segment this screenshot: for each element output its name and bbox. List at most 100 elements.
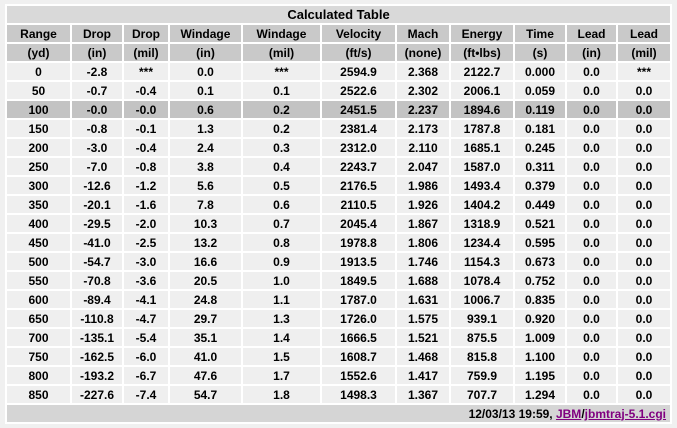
- table-cell: 5.6: [170, 177, 241, 194]
- table-cell: 0.0: [567, 139, 616, 156]
- table-cell: -29.5: [72, 215, 122, 232]
- script-link[interactable]: jbmtraj-5.1.cgi: [584, 406, 667, 421]
- table-cell: 3.8: [170, 158, 241, 175]
- column-header: Lead: [567, 25, 616, 42]
- table-cell: 800: [7, 367, 70, 384]
- table-cell: 0.0: [618, 120, 671, 137]
- column-unit: (ft/s): [322, 44, 395, 61]
- table-cell: 0.0: [567, 82, 616, 99]
- table-cell: 1.4: [243, 329, 320, 346]
- table-cell: 2122.7: [451, 63, 513, 80]
- table-cell: 600: [7, 291, 70, 308]
- table-cell: 1078.4: [451, 272, 513, 289]
- table-row: 350 -20.1 -1.6 7.8 0.6 2110.5 1.926 1404.2 0.449…: [7, 196, 671, 213]
- table-cell: 0.0: [567, 310, 616, 327]
- table-cell: 1.1: [243, 291, 320, 308]
- table-cell: 0: [7, 63, 70, 80]
- column-header: Windage: [243, 25, 320, 42]
- table-cell: -110.8: [72, 310, 122, 327]
- table-cell: 1154.3: [451, 253, 513, 270]
- table-cell: 41.0: [170, 348, 241, 365]
- table-cell: -5.4: [124, 329, 168, 346]
- table-cell: 0.0: [170, 63, 241, 80]
- table-cell: 2110.5: [322, 196, 395, 213]
- table-row: 650 -110.8 -4.7 29.7 1.3 1726.0 1.575 939.1 0.92…: [7, 310, 671, 327]
- table-cell: 1666.5: [322, 329, 395, 346]
- table-cell: -2.0: [124, 215, 168, 232]
- table-cell: 2.4: [170, 139, 241, 156]
- table-cell: -6.0: [124, 348, 168, 365]
- table-cell: 1552.6: [322, 367, 395, 384]
- table-cell: 150: [7, 120, 70, 137]
- table-cell: 939.1: [451, 310, 513, 327]
- table-cell: 0.2: [243, 101, 320, 118]
- table-cell: 1.100: [515, 348, 565, 365]
- table-cell: 0.0: [567, 101, 616, 118]
- table-cell: 0.8: [243, 234, 320, 251]
- table-cell: 16.6: [170, 253, 241, 270]
- column-unit: (mil): [243, 44, 320, 61]
- table-cell: 707.7: [451, 386, 513, 403]
- column-header: Mach: [397, 25, 449, 42]
- table-row: 850 -227.6 -7.4 54.7 1.8 1498.3 1.367 707.7 1.29…: [7, 386, 671, 403]
- table-cell: -2.5: [124, 234, 168, 251]
- table-cell: 1587.0: [451, 158, 513, 175]
- table-cell: 1.7: [243, 367, 320, 384]
- table-cell: 200: [7, 139, 70, 156]
- table-row: 100 -0.0 -0.0 0.6 0.2 2451.5 2.237 1894.6 0.119 0…: [7, 101, 671, 118]
- table-cell: 0.0: [618, 196, 671, 213]
- table-cell: 13.2: [170, 234, 241, 251]
- table-row: 150 -0.8 -0.1 1.3 0.2 2381.4 2.173 1787.8 0.181 0…: [7, 120, 671, 137]
- table-cell: 0.752: [515, 272, 565, 289]
- table-cell: 0.379: [515, 177, 565, 194]
- table-cell: 1685.1: [451, 139, 513, 156]
- column-unit: (in): [567, 44, 616, 61]
- table-cell: -6.7: [124, 367, 168, 384]
- jbm-link[interactable]: JBM: [555, 406, 582, 421]
- table-cell: 0.1: [243, 82, 320, 99]
- table-cell: 0.0: [567, 348, 616, 365]
- table-cell: 0.0: [618, 348, 671, 365]
- column-header: Velocity: [322, 25, 395, 42]
- table-cell: -135.1: [72, 329, 122, 346]
- column-header: Windage: [170, 25, 241, 42]
- table-cell: -227.6: [72, 386, 122, 403]
- table-cell: 2006.1: [451, 82, 513, 99]
- table-cell: 0.0: [567, 367, 616, 384]
- table-row: 200 -3.0 -0.4 2.4 0.3 2312.0 2.110 1685.1 0.245 0…: [7, 139, 671, 156]
- column-header: Lead: [618, 25, 671, 42]
- table-cell: 0.6: [243, 196, 320, 213]
- table-cell: 0.0: [567, 329, 616, 346]
- table-cell: 0.0: [567, 63, 616, 80]
- table-cell: -4.1: [124, 291, 168, 308]
- table-cell: 1608.7: [322, 348, 395, 365]
- table-cell: 0.0: [618, 139, 671, 156]
- table-row: 250 -7.0 -0.8 3.8 0.4 2243.7 2.047 1587.0 0.311 0…: [7, 158, 671, 175]
- table-cell: 0.0: [567, 120, 616, 137]
- table-cell: 1.926: [397, 196, 449, 213]
- table-cell: -7.4: [124, 386, 168, 403]
- table-cell: -0.0: [124, 101, 168, 118]
- table-row: 400 -29.5 -2.0 10.3 0.7 2045.4 1.867 1318.9 0.52…: [7, 215, 671, 232]
- table-cell: -0.1: [124, 120, 168, 137]
- column-unit: (in): [72, 44, 122, 61]
- timestamp: 12/03/13 19:59,: [468, 406, 556, 421]
- table-cell: 1.806: [397, 234, 449, 251]
- table-row: 50 -0.7 -0.4 0.1 0.1 2522.6 2.302 2006.1 0.059 0.…: [7, 82, 671, 99]
- table-cell: 2045.4: [322, 215, 395, 232]
- table-cell: 2.173: [397, 120, 449, 137]
- table-cell: 0.673: [515, 253, 565, 270]
- table-cell: 0.0: [618, 158, 671, 175]
- column-header: Energy: [451, 25, 513, 42]
- table-cell: 400: [7, 215, 70, 232]
- column-header: Drop: [72, 25, 122, 42]
- table-cell: 1.575: [397, 310, 449, 327]
- table-cell: -0.7: [72, 82, 122, 99]
- table-cell: 250: [7, 158, 70, 175]
- table-cell: -162.5: [72, 348, 122, 365]
- table-cell: 50: [7, 82, 70, 99]
- column-header: Range: [7, 25, 70, 42]
- table-cell: -0.0: [72, 101, 122, 118]
- table-cell: 550: [7, 272, 70, 289]
- table-cell: 1006.7: [451, 291, 513, 308]
